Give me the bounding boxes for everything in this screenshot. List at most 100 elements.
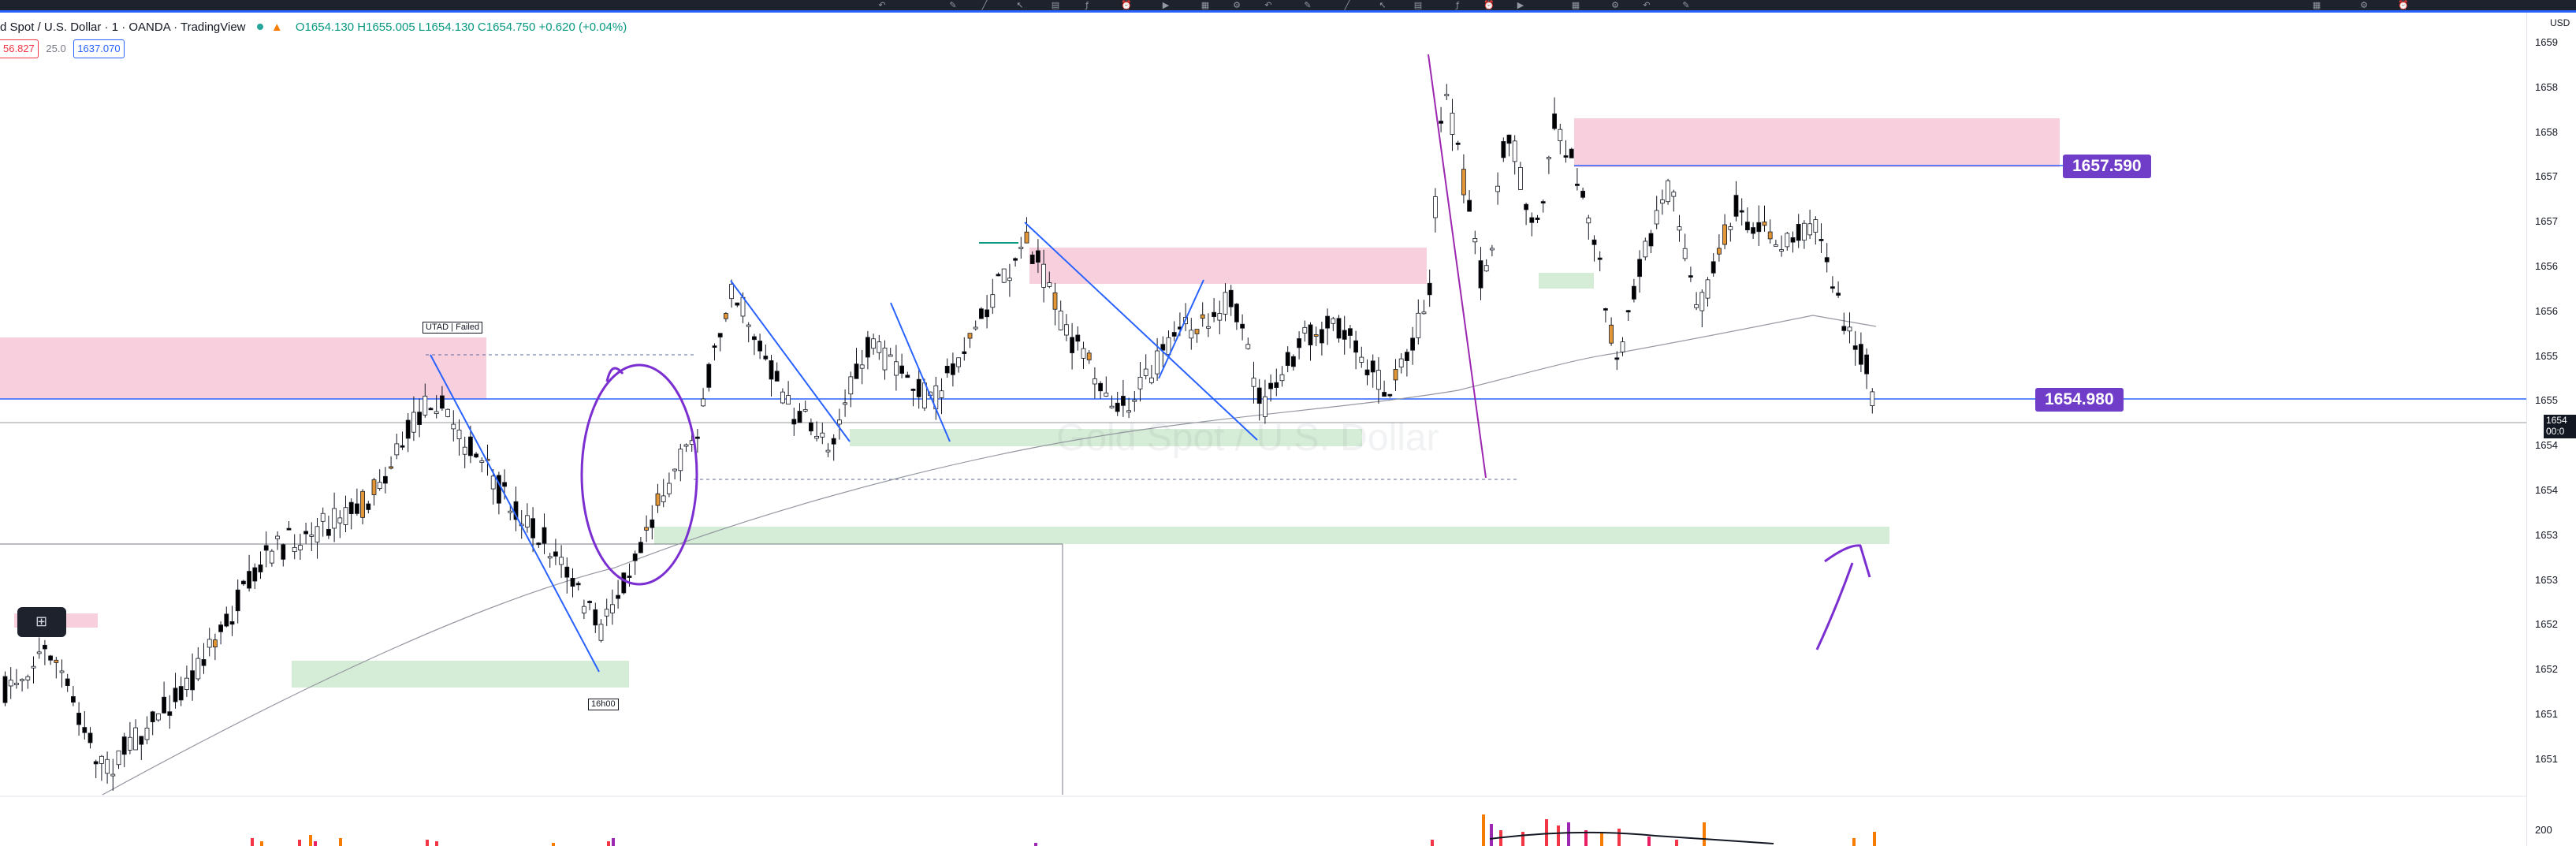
- candle: [1818, 239, 1824, 241]
- candle: [20, 679, 25, 681]
- layout-icon[interactable]: ▦: [2312, 0, 2321, 10]
- candle: [1433, 196, 1438, 218]
- candle: [746, 324, 751, 327]
- cursor-icon[interactable]: ↖: [1379, 0, 1387, 10]
- candle: [195, 658, 201, 680]
- candle: [1688, 275, 1693, 278]
- price-tick: 1653: [2535, 528, 2558, 541]
- symbol-title[interactable]: d Spot / U.S. Dollar · 1 · OANDA · Tradi…: [0, 20, 246, 34]
- price-tick: 1657: [2535, 215, 2558, 228]
- bars-icon[interactable]: ▤: [1413, 0, 1423, 10]
- volume-bar: [1584, 830, 1588, 846]
- candle: [269, 550, 274, 564]
- candle: [297, 545, 303, 550]
- candle: [2, 676, 8, 703]
- candle: [1348, 328, 1353, 336]
- candle: [547, 556, 553, 559]
- pencil-icon[interactable]: ✎: [1304, 0, 1312, 10]
- volume-tick: 200: [2535, 824, 2552, 836]
- demand-zone: [292, 661, 629, 688]
- candle: [1563, 155, 1569, 158]
- candle: [309, 534, 315, 537]
- candle: [1387, 393, 1393, 397]
- candle: [1535, 218, 1540, 220]
- buy-price-button[interactable]: 1637.070: [73, 39, 125, 58]
- candle: [440, 395, 445, 409]
- candle: [564, 566, 570, 578]
- volume-bar: [435, 841, 438, 846]
- candle: [1558, 129, 1563, 141]
- current-price-badge: 1654 00:0: [2544, 415, 2576, 438]
- flame-icon: ▲: [270, 20, 283, 34]
- layout-icon[interactable]: ▦: [1571, 0, 1580, 10]
- line-icon[interactable]: ╱: [1344, 0, 1350, 10]
- line-icon[interactable]: ╱: [981, 0, 988, 10]
- candle: [315, 526, 320, 542]
- candle: [218, 624, 224, 632]
- volume-bar: [1617, 829, 1621, 846]
- candle: [382, 475, 388, 484]
- settings-icon[interactable]: ⚙: [1233, 0, 1241, 10]
- candle: [1575, 184, 1580, 186]
- volume-bar: [1521, 832, 1524, 846]
- candle: [1773, 244, 1778, 247]
- candle: [1586, 218, 1591, 224]
- volume-bar: [1675, 840, 1678, 846]
- bars-icon[interactable]: ▤: [1051, 0, 1060, 10]
- pencil-icon[interactable]: ✎: [949, 0, 957, 10]
- upper-level-label[interactable]: 1657.590: [2063, 155, 2151, 178]
- candle: [1137, 376, 1143, 389]
- volume-bar: [612, 838, 615, 846]
- price-tick: 1656: [2535, 304, 2558, 317]
- candle: [490, 475, 496, 490]
- candle: [1018, 247, 1024, 249]
- back-icon[interactable]: ↶: [1643, 0, 1651, 10]
- replay-icon[interactable]: ▶: [1517, 0, 1524, 10]
- candle: [150, 711, 155, 722]
- candle: [1591, 239, 1597, 245]
- candle: [1359, 356, 1364, 363]
- price-chart[interactable]: [0, 13, 2526, 846]
- sell-price-button[interactable]: 56.827: [0, 39, 39, 58]
- settings-icon[interactable]: ⚙: [2360, 0, 2368, 10]
- bar-countdown: 00:0: [2546, 426, 2565, 437]
- candle: [1121, 396, 1126, 406]
- pencil-icon[interactable]: ✎: [1682, 0, 1690, 10]
- layout-icon[interactable]: ▦: [1201, 0, 1210, 10]
- replay-icon[interactable]: ▶: [1162, 0, 1170, 10]
- candle: [570, 577, 575, 587]
- object-tree-button[interactable]: ⊞: [17, 607, 66, 637]
- candle: [644, 527, 649, 531]
- back-icon[interactable]: ↶: [878, 0, 886, 10]
- candle: [1671, 192, 1677, 197]
- candle: [683, 444, 689, 447]
- price-tick: 1651: [2535, 708, 2558, 720]
- alert-icon[interactable]: ⏰: [1483, 0, 1495, 10]
- back-icon[interactable]: ↶: [1264, 0, 1272, 10]
- candle: [320, 512, 326, 522]
- candle: [638, 542, 643, 553]
- settings-icon[interactable]: ⚙: [1611, 0, 1619, 10]
- candle: [1251, 378, 1256, 387]
- indicator-icon[interactable]: ƒ: [1085, 0, 1089, 10]
- candle: [1666, 180, 1671, 203]
- candle: [1739, 210, 1744, 213]
- candle: [729, 284, 734, 300]
- indicator-icon[interactable]: ƒ: [1456, 0, 1459, 10]
- alert-icon[interactable]: ⏰: [2398, 0, 2409, 10]
- candle: [326, 528, 331, 536]
- candle: [1036, 250, 1040, 263]
- candle: [275, 535, 281, 539]
- candle: [621, 572, 627, 594]
- candle: [1007, 278, 1012, 281]
- candle: [1313, 334, 1319, 337]
- alert-icon[interactable]: ⏰: [1121, 0, 1132, 10]
- candle: [258, 565, 263, 572]
- candle: [13, 683, 19, 685]
- cursor-icon[interactable]: ↖: [1016, 0, 1024, 10]
- candle: [735, 302, 740, 306]
- candle: [371, 479, 377, 495]
- candle: [1444, 94, 1450, 96]
- volume-bar: [1557, 826, 1560, 846]
- lower-level-label[interactable]: 1654.980: [2035, 388, 2124, 412]
